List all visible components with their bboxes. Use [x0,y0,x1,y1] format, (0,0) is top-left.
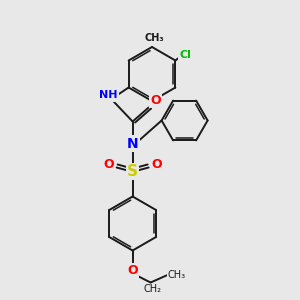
Text: Cl: Cl [179,50,191,59]
Text: O: O [151,158,162,171]
Text: CH₃: CH₃ [144,33,164,43]
Text: O: O [127,264,138,277]
Text: CH₂: CH₂ [144,284,162,295]
Text: O: O [103,158,114,171]
Text: CH₃: CH₃ [168,269,186,280]
Text: O: O [150,94,161,107]
Text: NH: NH [99,91,118,100]
Text: N: N [127,136,138,151]
Text: S: S [127,164,138,179]
